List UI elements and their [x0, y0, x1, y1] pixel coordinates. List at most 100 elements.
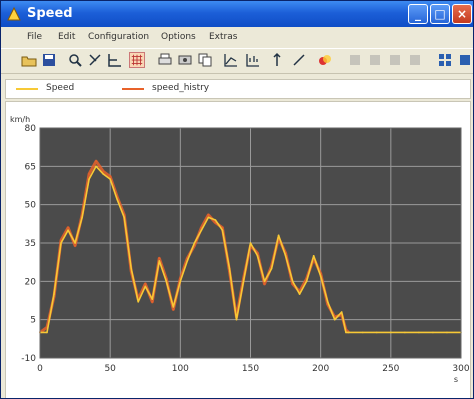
data-point-speed — [179, 280, 182, 283]
x-tick-label: 50 — [104, 364, 116, 374]
menu-configuration[interactable]: Configuration — [88, 32, 150, 42]
data-point-speed — [432, 331, 434, 334]
data-point-speed — [144, 285, 147, 288]
data-point-speed — [123, 216, 125, 219]
y-tick-label: 20 — [25, 277, 37, 287]
settings-icon[interactable] — [457, 52, 473, 68]
axis-icon[interactable] — [223, 52, 239, 68]
data-point-speed — [165, 280, 168, 283]
grid-icon[interactable] — [129, 52, 145, 68]
y-tick-label: 5 — [30, 316, 36, 326]
data-point-speed — [291, 280, 294, 283]
menu-extras[interactable]: Extras — [209, 32, 238, 42]
data-point-speed-histry — [67, 226, 69, 229]
x-unit-label: s — [454, 375, 458, 384]
data-point-speed-histry — [214, 221, 217, 224]
title-bar[interactable]: Speed _ □ × — [1, 1, 473, 27]
y-tick-label: 35 — [25, 239, 36, 249]
data-point-speed-histry — [144, 283, 147, 285]
data-point-speed — [284, 254, 287, 257]
data-point-speed — [345, 331, 347, 334]
close-button[interactable]: × — [452, 4, 472, 24]
x-tick-label: 100 — [172, 364, 189, 374]
line-icon[interactable] — [291, 52, 307, 68]
y-tick-label: -10 — [21, 354, 36, 364]
save-icon[interactable] — [41, 52, 57, 68]
data-point-speed-histry — [102, 170, 104, 173]
data-point-speed — [88, 178, 90, 180]
data-point-speed — [361, 331, 364, 334]
cursor-icon[interactable] — [87, 52, 103, 68]
data-point-speed — [305, 280, 308, 283]
settings-icon[interactable] — [437, 52, 453, 68]
data-point-speed — [137, 300, 140, 303]
export-icon[interactable] — [367, 52, 383, 68]
data-point-speed — [186, 260, 189, 262]
data-point-speed-histry — [88, 173, 90, 175]
data-point-speed — [298, 293, 301, 295]
maximize-button[interactable]: □ — [430, 4, 450, 24]
data-point-speed-histry — [95, 160, 97, 163]
data-point-speed — [235, 318, 238, 321]
legend-swatch-speed-histry — [122, 88, 144, 90]
data-point-speed — [256, 254, 259, 257]
data-point-speed — [347, 331, 350, 334]
data-point-speed-histry — [221, 226, 224, 229]
data-point-speed — [418, 331, 420, 334]
scale-icon[interactable] — [245, 52, 261, 68]
window-title: Speed — [27, 6, 73, 21]
export-icon[interactable] — [387, 52, 403, 68]
data-point-speed — [270, 267, 273, 270]
data-point-speed — [228, 267, 231, 270]
data-point-speed — [81, 216, 83, 219]
data-point-speed — [200, 229, 203, 232]
print-preview-icon[interactable] — [177, 52, 193, 68]
y-tick-label: 80 — [25, 124, 37, 134]
data-point-speed — [67, 229, 69, 232]
print-icon[interactable] — [157, 52, 173, 68]
color-icon[interactable] — [317, 52, 333, 68]
chart-panel: 0 50 100 150 200 250 300 -10 5 20 35 50 65 80 km/h s — [5, 101, 471, 398]
x-tick-label: 250 — [382, 364, 399, 374]
menu-file[interactable]: File — [27, 32, 43, 42]
data-point-speed — [446, 331, 448, 334]
data-point-speed-histry — [263, 283, 266, 285]
y-unit-label: km/h — [10, 115, 30, 124]
crosshair-icon[interactable] — [107, 52, 123, 68]
data-point-speed — [109, 178, 111, 180]
marker-icon[interactable] — [269, 52, 285, 68]
data-point-speed — [312, 254, 315, 257]
plot-border — [39, 127, 462, 359]
legend: Speed speed_histry — [5, 79, 471, 99]
export-icon[interactable] — [347, 52, 363, 68]
data-point-speed — [46, 331, 48, 334]
y-tick-label: 50 — [25, 201, 37, 211]
data-point-speed-histry — [74, 244, 76, 247]
menu-edit[interactable]: Edit — [58, 32, 76, 42]
data-point-speed — [95, 165, 97, 168]
data-point-speed-histry — [151, 300, 154, 303]
open-icon[interactable] — [21, 52, 37, 68]
data-point-speed — [172, 306, 175, 308]
x-tick-label: 150 — [242, 364, 259, 374]
data-point-speed — [74, 242, 76, 244]
x-tick-label: 200 — [312, 364, 329, 374]
data-point-speed — [214, 219, 217, 221]
toolbar — [1, 48, 473, 74]
data-point-speed-histry — [158, 257, 161, 260]
data-point-speed — [277, 234, 280, 237]
data-point-speed — [151, 298, 154, 301]
menu-options[interactable]: Options — [161, 32, 196, 42]
copy-icon[interactable] — [197, 52, 213, 68]
export-icon[interactable] — [407, 52, 423, 68]
zoom-icon[interactable] — [67, 52, 83, 68]
data-point-speed — [333, 318, 336, 321]
menu-bar: File Edit Configuration Options Extras — [1, 27, 473, 47]
data-point-speed — [102, 173, 104, 175]
data-point-speed — [207, 216, 210, 219]
legend-label-speed: Speed — [46, 83, 75, 93]
data-point-speed-histry — [109, 175, 111, 178]
minimize-button[interactable]: _ — [408, 4, 428, 24]
legend-label-speed-histry: speed_histry — [152, 83, 210, 93]
